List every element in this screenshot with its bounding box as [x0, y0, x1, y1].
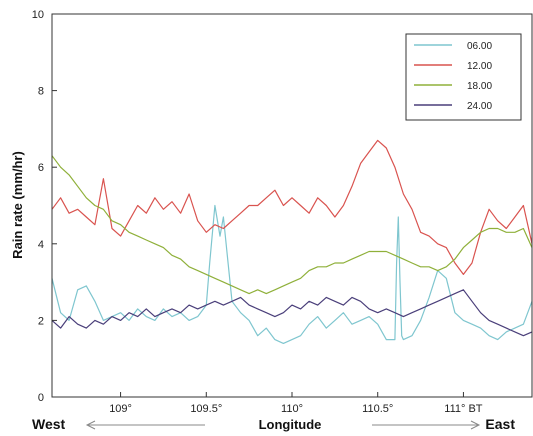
x-axis-title: Longitude	[259, 417, 322, 432]
x-tick-label: 109.5°	[190, 403, 222, 415]
chart-legend: 06.00 12.00 18.00 24.00	[405, 33, 522, 121]
series-line-18-00	[51, 155, 533, 295]
series-line-24-00	[51, 289, 533, 337]
legend-box	[405, 33, 522, 121]
x-tick-label: 110°	[281, 403, 303, 415]
x-tick-label: 109°	[109, 403, 132, 415]
x-tick-label: 110.5°	[362, 403, 393, 415]
y-tick-label: 2	[38, 315, 44, 327]
legend-label: 24.00	[467, 101, 492, 112]
west-label: West	[32, 416, 66, 432]
y-tick-label: 10	[32, 9, 44, 21]
legend-label: 18.00	[467, 81, 492, 92]
y-axis-title: Rain rate (mm/hr)	[10, 151, 25, 259]
y-axis-ticks: 0 2 4 6 8 10	[32, 9, 57, 404]
x-axis-ticks: 109° 109.5° 110° 110.5° 111° BT	[109, 392, 483, 415]
east-arrow-icon	[372, 420, 481, 430]
y-tick-label: 6	[38, 162, 44, 174]
legend-label: 06.00	[467, 41, 492, 52]
y-tick-label: 8	[38, 86, 44, 98]
east-label: East	[485, 416, 515, 432]
x-tick-label: 111° BT	[444, 403, 483, 415]
series-line-12-00	[51, 139, 533, 275]
y-tick-label: 0	[38, 392, 44, 404]
plot-series	[51, 139, 533, 344]
west-arrow-icon	[85, 420, 205, 430]
legend-label: 12.00	[467, 61, 492, 72]
y-tick-label: 4	[38, 239, 44, 251]
